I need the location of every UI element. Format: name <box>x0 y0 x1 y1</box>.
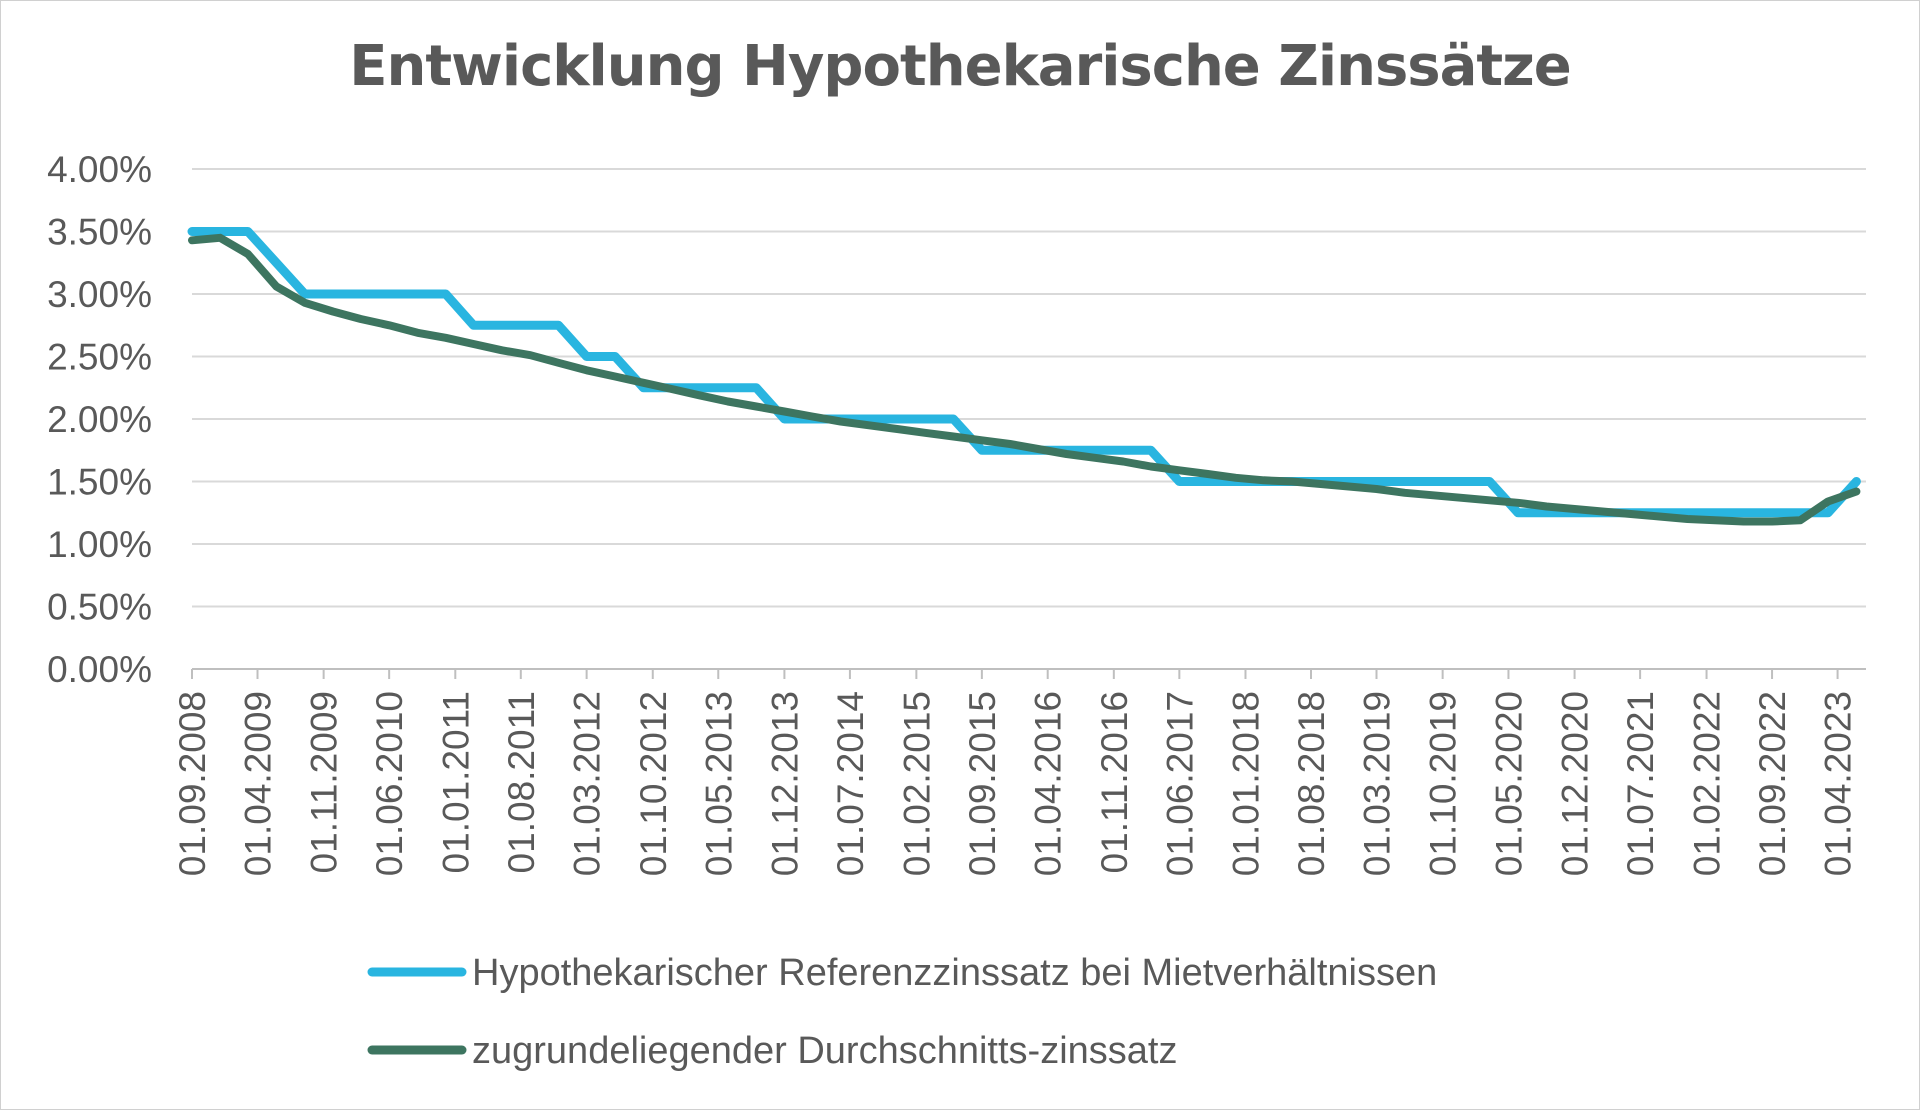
x-tick-label: 01.02.2015 <box>896 691 937 876</box>
legend-label-2: zugrundeliegender Durchschnitts-zinssatz <box>472 1030 1177 1072</box>
x-tick-label: 01.04.2023 <box>1818 691 1859 876</box>
x-tick-label: 01.06.2010 <box>369 691 410 876</box>
x-axis <box>191 668 1866 679</box>
x-tick-label: 01.11.2016 <box>1094 691 1135 873</box>
x-tick-label: 01.03.2012 <box>567 691 608 876</box>
y-tick-label: 2.50% <box>47 337 152 378</box>
y-tick-label: 1.00% <box>47 524 152 565</box>
y-tick-label: 0.50% <box>47 587 152 628</box>
series-lines <box>187 227 1861 526</box>
y-tick-label: 0.00% <box>47 649 152 690</box>
y-tick-label: 4.00% <box>47 149 152 190</box>
legend: Hypothekarischer Referenzzinssatz bei Mi… <box>367 952 1437 1072</box>
x-tick-label: 01.05.2020 <box>1488 691 1529 876</box>
x-tick-label: 01.09.2008 <box>172 691 213 876</box>
series-line-1 <box>187 227 1861 518</box>
y-axis-tick-labels: 0.00% 0.50% 1.00% 1.50% 2.00% 2.50% 3.00% 3.50%… <box>47 149 152 690</box>
x-tick-label: 01.05.2013 <box>698 691 739 876</box>
x-tick-label: 01.04.2016 <box>1028 691 1069 876</box>
x-tick-label: 01.11.2009 <box>304 691 345 873</box>
chart-title: Entwicklung Hypothekarische Zinssätze <box>349 34 1572 99</box>
legend-label-1: Hypothekarischer Referenzzinssatz bei Mi… <box>472 952 1437 994</box>
gridlines <box>192 168 1866 608</box>
x-tick-label: 01.07.2021 <box>1620 691 1661 876</box>
series-line-2 <box>188 233 1861 526</box>
x-tick-label: 01.01.2011 <box>435 691 476 873</box>
x-axis-tick-labels: 01.09.2008 01.04.2009 01.11.2009 01.06.2010… <box>172 691 1859 876</box>
x-tick-label: 01.02.2022 <box>1687 691 1728 876</box>
x-tick-label: 01.07.2014 <box>830 691 871 876</box>
x-tick-label: 01.06.2017 <box>1159 691 1200 876</box>
y-tick-label: 1.50% <box>47 462 152 503</box>
y-tick-label: 3.50% <box>47 212 152 253</box>
x-tick-label: 01.03.2019 <box>1357 691 1398 876</box>
x-tick-label: 01.01.2018 <box>1225 691 1266 876</box>
x-tick-label: 01.08.2011 <box>501 691 542 873</box>
x-tick-label: 01.08.2018 <box>1291 691 1332 876</box>
x-tick-label: 01.12.2020 <box>1555 691 1596 876</box>
x-tick-label: 01.04.2009 <box>238 691 279 876</box>
x-tick-label: 01.09.2022 <box>1752 691 1793 876</box>
x-tick-label: 01.10.2019 <box>1423 691 1464 876</box>
y-tick-label: 3.00% <box>47 274 152 315</box>
x-tick-label: 01.09.2015 <box>962 691 1003 876</box>
x-tick-label: 01.12.2013 <box>764 691 805 876</box>
x-tick-label: 01.10.2012 <box>633 691 674 876</box>
y-tick-label: 2.00% <box>47 399 152 440</box>
